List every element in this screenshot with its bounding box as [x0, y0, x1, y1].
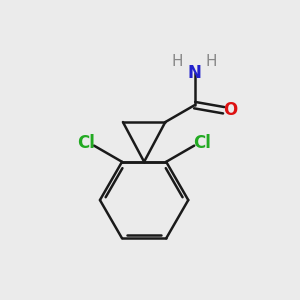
Text: H: H [206, 54, 218, 69]
Text: Cl: Cl [194, 134, 211, 152]
Text: Cl: Cl [77, 134, 95, 152]
Text: N: N [188, 64, 202, 82]
Text: H: H [172, 54, 183, 69]
Text: O: O [223, 101, 237, 119]
